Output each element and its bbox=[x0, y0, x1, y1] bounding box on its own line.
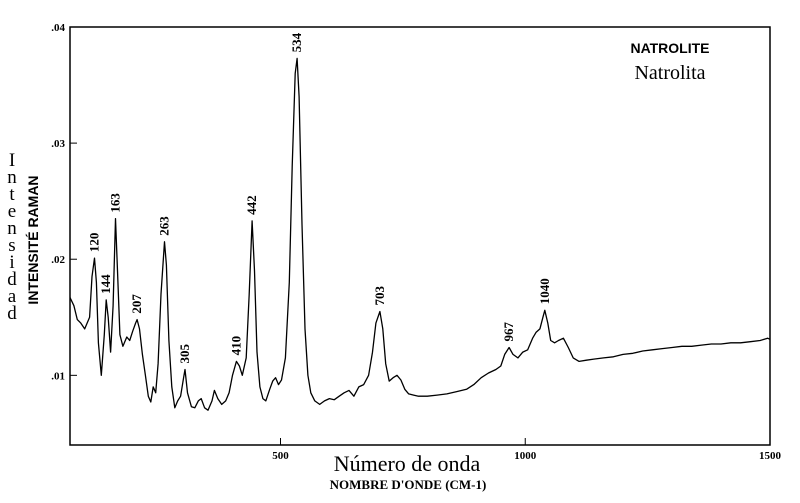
y-axis-label: INTENSITÉ RAMAN bbox=[25, 175, 41, 304]
peak-label: 263 bbox=[157, 216, 172, 236]
y-tick-label: .04 bbox=[51, 22, 65, 34]
y-tick-label: .02 bbox=[51, 254, 65, 266]
peak-label: 703 bbox=[372, 286, 387, 306]
y-tick-label: .01 bbox=[51, 370, 65, 382]
peak-label: 207 bbox=[129, 294, 144, 314]
x-axis-label: Número de onda bbox=[334, 451, 481, 476]
peak-label: 1040 bbox=[537, 278, 552, 304]
peak-label: 163 bbox=[108, 193, 123, 213]
peak-label: 442 bbox=[244, 195, 259, 215]
chart-subtitle: Natrolita bbox=[634, 62, 705, 84]
peak-label: 120 bbox=[87, 233, 102, 253]
peak-label: 967 bbox=[501, 322, 516, 342]
chart-title: NATROLITE bbox=[630, 40, 709, 56]
spectrum-line bbox=[69, 57, 771, 411]
x-tick-label: 1500 bbox=[759, 450, 782, 462]
y-tick-label: .03 bbox=[51, 138, 65, 150]
peak-label: 534 bbox=[289, 32, 304, 52]
peak-labels: 120 144 163 207 263 305 410 442 534 703 967 1040 bbox=[87, 32, 552, 363]
x-axis-label-secondary: NOMBRE D'ONDE (CM-1) bbox=[330, 477, 487, 492]
x-tick-label: 1000 bbox=[514, 450, 537, 462]
peak-label: 410 bbox=[228, 336, 243, 356]
peak-label: 305 bbox=[177, 344, 192, 364]
x-tick-label: 500 bbox=[272, 450, 289, 462]
peak-label: 144 bbox=[98, 274, 113, 294]
axis-ticks: 500 1000 1500 .01 .02 .03 .04 bbox=[51, 22, 781, 462]
plot-frame bbox=[69, 26, 771, 446]
